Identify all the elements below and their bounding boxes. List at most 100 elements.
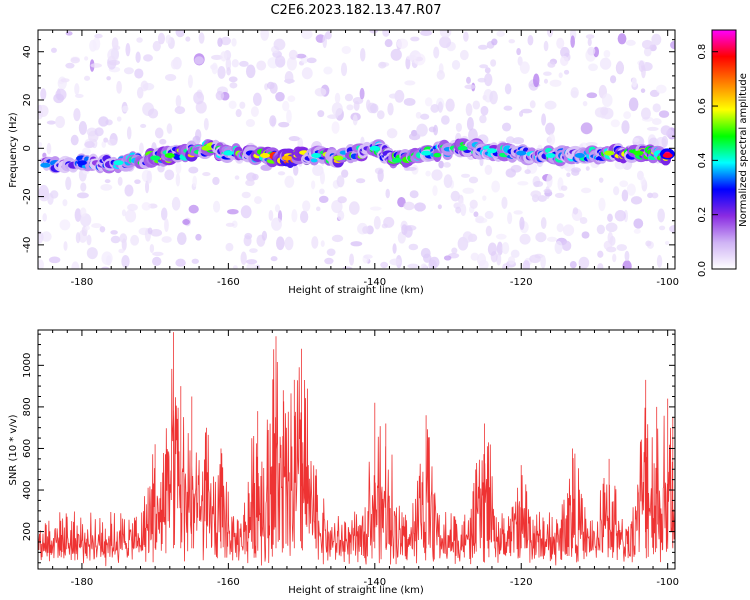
spectrogram-speckle	[176, 232, 187, 246]
spectrogram-speckle	[198, 32, 205, 44]
spectrogram-speckle	[135, 51, 141, 63]
spectrogram-speckle	[516, 47, 521, 56]
spectrogram-speckle	[314, 87, 327, 97]
spectrogram-speckle	[239, 60, 249, 67]
x-tick-label: -120	[510, 277, 533, 288]
x-tick-label: -160	[217, 277, 240, 288]
spectrogram-speckle	[121, 209, 127, 217]
spectrogram-speckle	[508, 39, 516, 44]
spectrogram-speckle	[420, 113, 430, 120]
spectrogram-speckle	[541, 113, 547, 126]
spectrogram-speckle	[152, 251, 164, 257]
spectrogram-speckle	[633, 228, 641, 234]
x-tick-label: -120	[510, 577, 533, 588]
spectrogram-speckle	[159, 138, 167, 145]
spectrogram-speckle	[612, 253, 617, 263]
spectrogram-speckle	[566, 172, 571, 178]
spectrogram-speckle	[275, 55, 286, 68]
spectrogram-ridge-peak	[391, 157, 402, 163]
spectrogram-speckle	[154, 127, 164, 139]
figure-title: C2E6.2023.182.13.47.R07	[270, 3, 441, 18]
spectrogram-speckle	[520, 108, 533, 114]
spectrogram-speckle	[211, 54, 223, 60]
spectrogram-speckle	[460, 173, 471, 178]
x-tick-label: -140	[363, 277, 386, 288]
y-tick-label: 200	[22, 522, 33, 541]
spectrogram-speckle	[599, 57, 612, 70]
spectrogram-ridge-core	[433, 152, 442, 158]
spectrogram-speckle	[123, 67, 134, 75]
spectrogram-speckle	[472, 100, 481, 110]
spectrogram-speckle	[385, 188, 390, 199]
spectrogram-speckle	[349, 253, 355, 266]
spectrogram-speckle	[225, 222, 235, 227]
spectrogram-ridge-peak	[281, 155, 292, 161]
spectrogram-speckle	[609, 75, 617, 84]
spectrogram-speckle	[340, 62, 348, 77]
spectrogram-speckle	[383, 216, 395, 228]
spectrogram-speckle	[464, 84, 476, 90]
spectrogram-speckle	[82, 147, 91, 156]
spectrogram-speckle	[245, 119, 256, 127]
spectrogram-speckle	[546, 30, 554, 38]
spectrogram-speckle	[346, 104, 354, 111]
spectrogram-speckle	[107, 138, 118, 146]
spectrogram-speckle	[231, 59, 239, 68]
spectrogram-speckle	[403, 201, 415, 211]
spectrogram-ridge-peak	[164, 153, 175, 159]
spectrogram-speckle	[245, 259, 258, 265]
spectrogram-speckle	[301, 67, 313, 80]
spectrogram-speckle	[83, 75, 91, 81]
spectrogram-speckle	[491, 38, 498, 46]
spectrogram-speckle	[84, 56, 89, 61]
spectrogram-speckle	[480, 105, 489, 116]
spectrogram-speckle	[384, 39, 393, 48]
y-tick-label: 800	[22, 397, 33, 416]
spectrogram-speckle	[670, 40, 675, 50]
spectrogram-speckle	[410, 36, 420, 42]
snr-series-line	[37, 332, 676, 567]
spectrogram-speckle	[147, 227, 153, 235]
spectrogram-speckle	[231, 38, 237, 47]
spectrogram-ridge-peak	[662, 153, 673, 159]
spectrogram-panel: -180 -160 -140 -120 -100 -40 -20 0 20 40 Height …	[8, 29, 679, 296]
spectrogram-speckle	[55, 115, 66, 129]
spectrogram-speckle	[355, 178, 366, 184]
spectrogram-speckle	[570, 87, 579, 99]
spectrogram-speckle	[443, 162, 451, 168]
spectrogram-speckle	[100, 184, 113, 191]
spectrogram-speckle	[76, 192, 89, 199]
spectrogram-ridge-peak	[486, 148, 497, 154]
spectrogram-x-ticks: -180 -160 -140 -120 -100	[37, 30, 679, 288]
spectrogram-speckle	[524, 169, 531, 175]
spectrogram-field	[38, 30, 675, 269]
spectrogram-speckle	[311, 180, 316, 190]
spectrogram-speckle	[331, 102, 343, 116]
spectrogram-speckle	[546, 236, 558, 242]
spectrogram-speckle	[652, 103, 661, 113]
spectrogram-speckle	[441, 115, 450, 125]
spectrogram-ridge-peak	[333, 155, 344, 161]
spectrogram-speckle	[443, 174, 453, 189]
spectrogram-speckle	[220, 51, 228, 62]
colorbar-gradient	[712, 30, 736, 269]
spectrogram-speckle	[569, 260, 577, 269]
spectrogram-ridge-peak	[201, 145, 212, 151]
spectrogram-speckle	[110, 230, 118, 235]
spectrogram-speckle	[269, 82, 278, 94]
spectrogram-speckle	[450, 190, 461, 202]
spectrogram-speckle	[429, 256, 440, 268]
spectrogram-speckle	[212, 176, 220, 186]
spectrogram-speckle	[510, 249, 520, 258]
spectrogram-speckle	[554, 192, 565, 198]
spectrogram-speckle	[657, 208, 665, 223]
spectrogram-speckle	[414, 202, 426, 212]
spectrogram-speckle	[598, 177, 604, 183]
spectrogram-speckle	[601, 93, 613, 107]
spectrogram-ridge-peak	[113, 160, 124, 166]
spectrogram-speckle	[217, 37, 223, 47]
spectrogram-speckle	[544, 100, 557, 110]
spectrogram-speckle	[65, 31, 73, 36]
spectrogram-speckle	[669, 225, 675, 233]
spectrogram-speckle	[529, 100, 536, 109]
